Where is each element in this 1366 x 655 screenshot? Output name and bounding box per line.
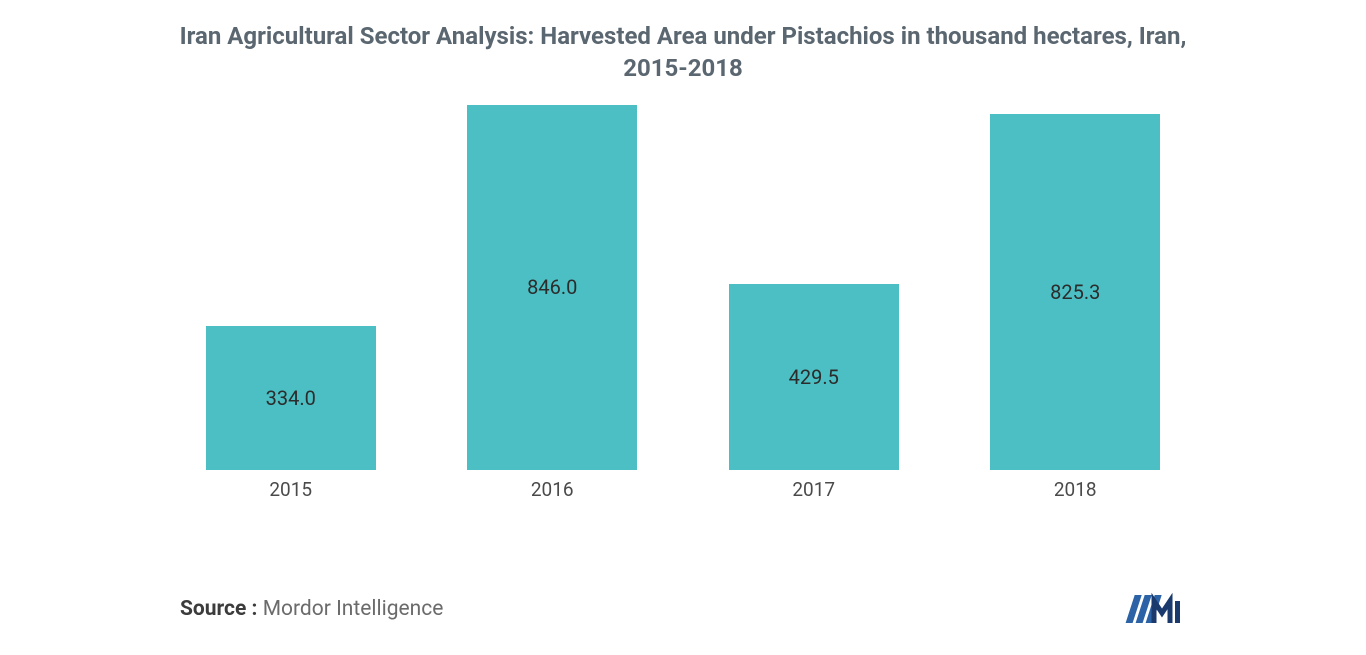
chart-container: Iran Agricultural Sector Analysis: Harve…: [0, 0, 1366, 655]
source-attribution: Source : Mordor Intelligence: [180, 597, 443, 621]
bar-value-label: 334.0: [206, 386, 376, 410]
bar-value-label: 846.0: [467, 275, 637, 299]
bar-group: 334.0: [176, 326, 406, 470]
source-label: Source :: [180, 597, 257, 621]
source-value: Mordor Intelligence: [263, 597, 444, 621]
bar-2016: 846.0: [467, 105, 637, 470]
x-axis-label: 2017: [699, 478, 929, 501]
x-axis-labels: 2015 2016 2017 2018: [120, 470, 1246, 501]
x-axis-label: 2015: [176, 478, 406, 501]
x-axis-label: 2018: [960, 478, 1190, 501]
bar-value-label: 429.5: [729, 365, 899, 389]
mordor-logo-icon: [1124, 591, 1186, 627]
bar-group: 429.5: [699, 284, 929, 469]
bar-2017: 429.5: [729, 284, 899, 469]
chart-title: Iran Agricultural Sector Analysis: Harve…: [120, 20, 1246, 85]
x-axis-label: 2016: [437, 478, 667, 501]
bar-2015: 334.0: [206, 326, 376, 470]
bar-group: 825.3: [960, 114, 1190, 470]
bar-group: 846.0: [437, 105, 667, 470]
chart-plot-area: 334.0 846.0 429.5 825.3: [120, 105, 1246, 470]
chart-footer: Source : Mordor Intelligence: [180, 591, 1186, 627]
bar-value-label: 825.3: [990, 280, 1160, 304]
bar-2018: 825.3: [990, 114, 1160, 470]
